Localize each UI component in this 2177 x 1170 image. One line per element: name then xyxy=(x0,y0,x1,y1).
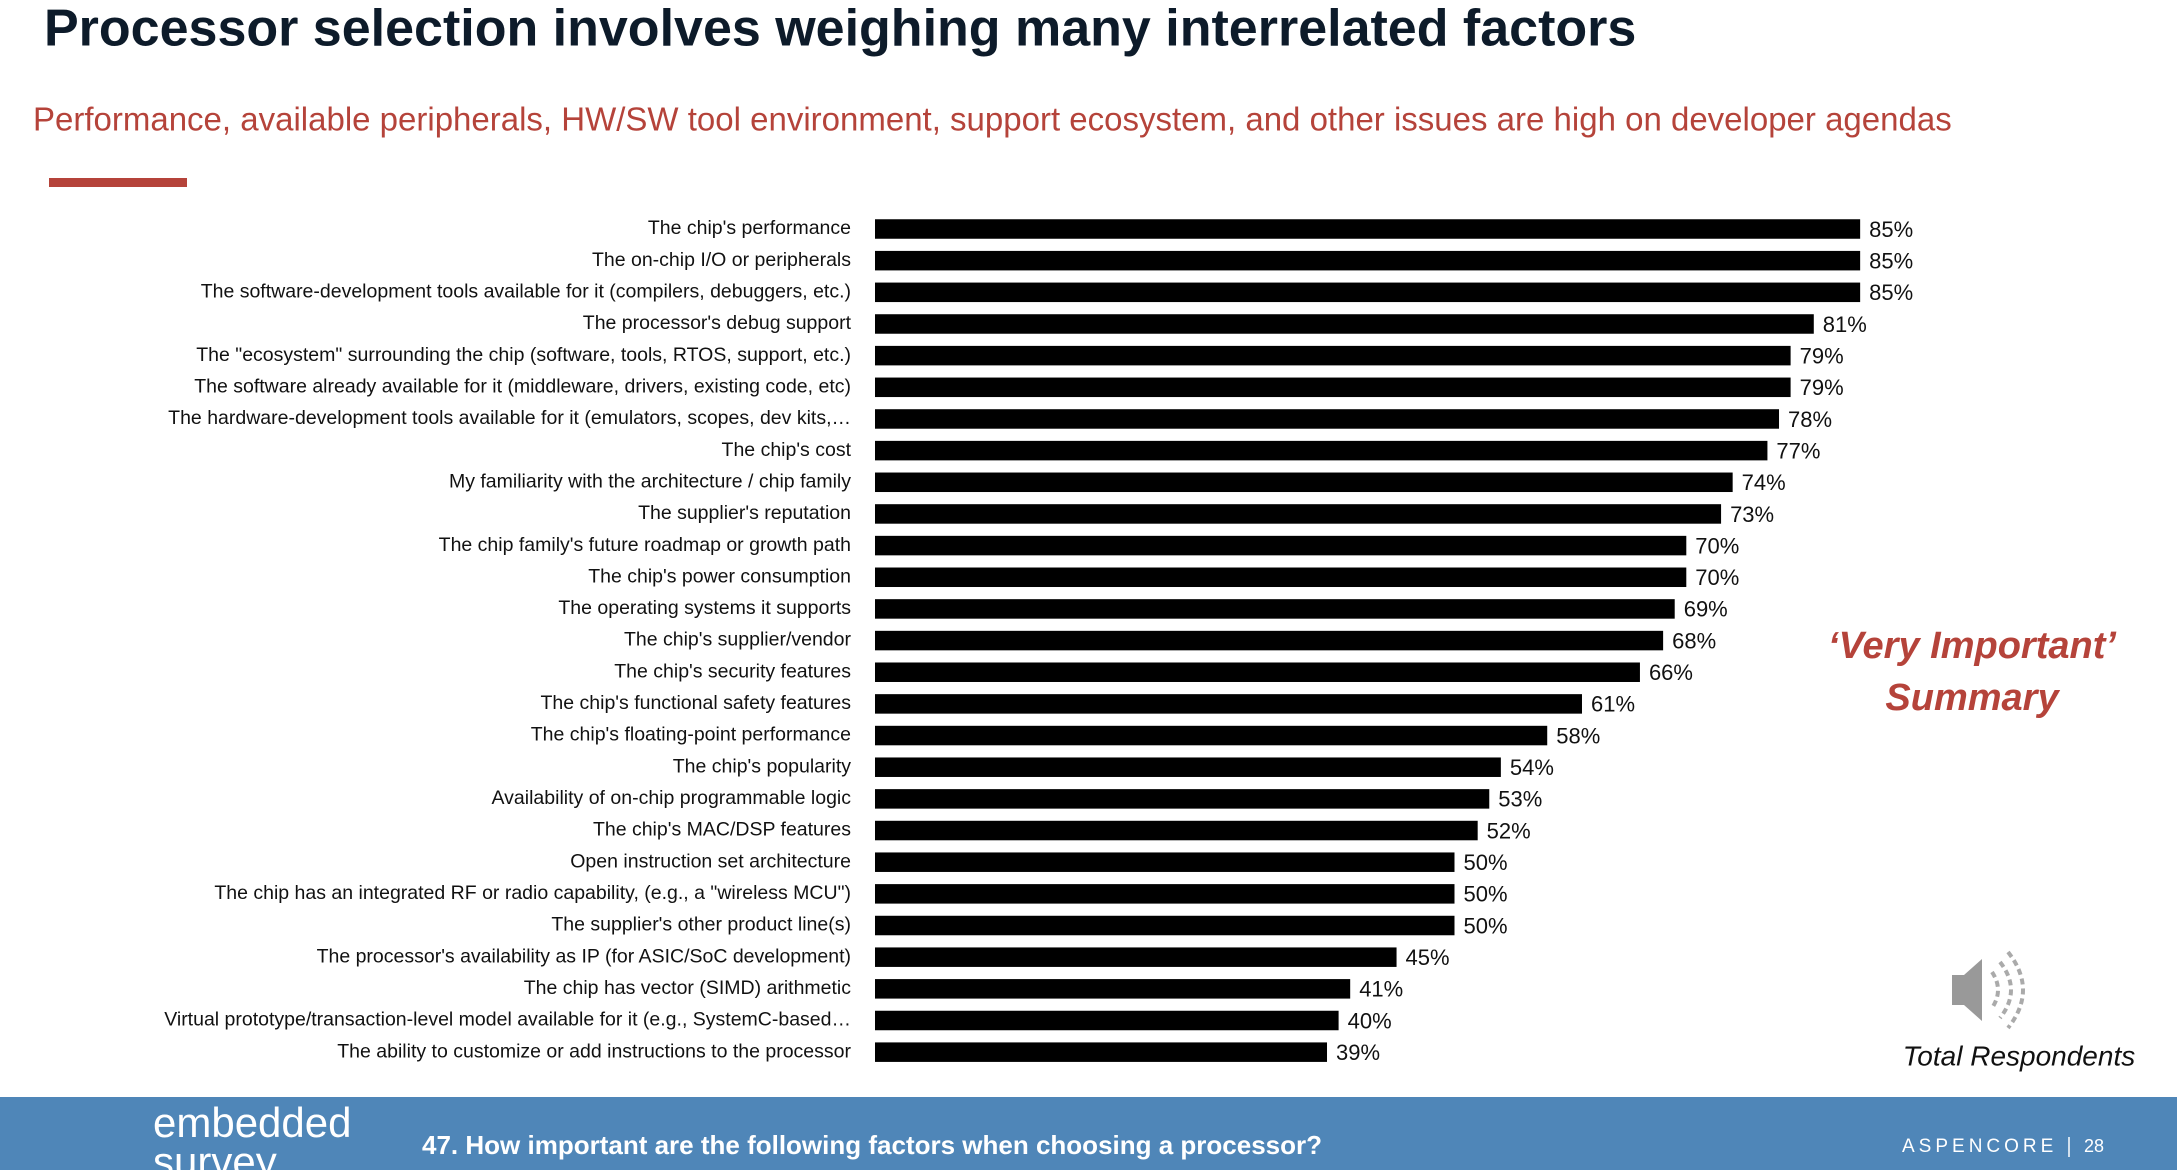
category-label: The chip family's future roadmap or grow… xyxy=(439,534,851,556)
value-label: 53% xyxy=(1498,787,1542,812)
bar xyxy=(875,820,1478,841)
accent-bar xyxy=(49,178,187,187)
category-label: The ability to customize or add instruct… xyxy=(337,1040,851,1062)
bar xyxy=(875,1010,1339,1031)
value-label: 50% xyxy=(1464,913,1508,938)
value-label: 50% xyxy=(1464,882,1508,907)
bar xyxy=(875,535,1687,556)
value-label: 41% xyxy=(1359,977,1403,1002)
category-label: Open instruction set architecture xyxy=(570,850,851,872)
value-label: 74% xyxy=(1742,470,1786,495)
value-label: 66% xyxy=(1649,660,1693,685)
category-label: The software already available for it (m… xyxy=(194,375,851,397)
category-label: The on-chip I/O or peripherals xyxy=(592,249,851,271)
value-label: 79% xyxy=(1800,375,1844,400)
annotation: Summary xyxy=(1885,677,2060,719)
category-label: The chip's performance xyxy=(648,217,851,239)
bar xyxy=(875,725,1548,746)
question: 47. How important are the following fact… xyxy=(422,1130,1322,1160)
bar xyxy=(875,915,1455,936)
value-label: 78% xyxy=(1788,407,1832,432)
value-label: 81% xyxy=(1823,312,1867,337)
bar xyxy=(875,250,1861,271)
annotation: ‘Very Important’ xyxy=(1828,625,2116,667)
category-label: My familiarity with the architecture / c… xyxy=(449,470,851,492)
value-label: 70% xyxy=(1695,533,1739,558)
category-label: The software-development tools available… xyxy=(201,280,851,302)
value-label: 52% xyxy=(1487,818,1531,843)
bar xyxy=(875,757,1501,777)
category-label: The supplier's reputation xyxy=(638,502,851,524)
logo-text: survey xyxy=(153,1138,277,1170)
value-label: 68% xyxy=(1672,628,1716,653)
page-number: 28 xyxy=(2084,1136,2104,1156)
value-label: 79% xyxy=(1800,343,1844,368)
bar xyxy=(875,472,1733,493)
value-label: 61% xyxy=(1591,692,1635,717)
bar xyxy=(875,282,1861,303)
logo-text: embedded xyxy=(153,1099,352,1146)
category-label: The hardware-development tools available… xyxy=(168,407,851,429)
bar xyxy=(875,1042,1328,1062)
category-label: The chip's MAC/DSP features xyxy=(593,819,851,841)
category-label: Availability of on-chip programmable log… xyxy=(492,787,852,809)
value-label: 39% xyxy=(1336,1040,1380,1065)
value-label: 40% xyxy=(1348,1008,1392,1033)
category-label: The chip's floating-point performance xyxy=(531,724,851,746)
bar xyxy=(875,599,1675,619)
category-label: The chip's popularity xyxy=(673,755,851,777)
value-label: 70% xyxy=(1695,565,1739,590)
brand: ASPENCORE xyxy=(1902,1136,2057,1157)
category-label: The chip has vector (SIMD) arithmetic xyxy=(524,977,852,999)
bar-chart: The chip's performance 85% The on-chip I/O… xyxy=(164,217,1913,1065)
category-label: The "ecosystem" surrounding the chip (so… xyxy=(196,344,851,366)
bar xyxy=(875,884,1455,904)
category-label: The processor's availability as IP (for … xyxy=(317,945,851,967)
category-label: The chip's functional safety features xyxy=(541,692,852,714)
category-label: The operating systems it supports xyxy=(558,597,851,619)
bar xyxy=(875,662,1640,682)
bar xyxy=(875,504,1722,524)
value-label: 85% xyxy=(1869,217,1913,242)
value-label: 85% xyxy=(1869,248,1913,273)
speaker-icon xyxy=(1952,950,2025,1030)
title: Processor selection involves weighing ma… xyxy=(44,0,1636,58)
bar xyxy=(875,789,1490,809)
annotation: Total Respondents xyxy=(1903,1040,2135,1071)
value-label: 69% xyxy=(1684,597,1728,622)
category-label: Virtual prototype/transaction-level mode… xyxy=(164,1009,851,1031)
footer-band xyxy=(0,1097,2177,1170)
value-label: 73% xyxy=(1730,502,1774,527)
category-label: The chip's supplier/vendor xyxy=(624,629,852,651)
bar xyxy=(875,377,1791,398)
value-label: 85% xyxy=(1869,280,1913,305)
category-label: The supplier's other product line(s) xyxy=(551,914,851,936)
bar xyxy=(875,567,1687,588)
bar xyxy=(875,440,1768,461)
value-label: 54% xyxy=(1510,755,1554,780)
category-label: The processor's debug support xyxy=(583,312,852,334)
value-label: 50% xyxy=(1464,850,1508,875)
bar xyxy=(875,630,1664,651)
value-label: 77% xyxy=(1776,438,1820,463)
bar xyxy=(875,345,1791,366)
category-label: The chip's cost xyxy=(722,439,852,461)
value-label: 58% xyxy=(1556,723,1600,748)
bar xyxy=(875,409,1780,429)
subtitle: Performance, available peripherals, HW/S… xyxy=(33,101,1952,138)
bar xyxy=(875,314,1814,334)
bar xyxy=(875,219,1861,239)
category-label: The chip's power consumption xyxy=(588,565,851,587)
value-label: 45% xyxy=(1406,945,1450,970)
bar xyxy=(875,852,1455,872)
category-label: The chip's security features xyxy=(614,660,851,682)
category-label: The chip has an integrated RF or radio c… xyxy=(214,882,851,904)
bar xyxy=(875,947,1397,967)
bar xyxy=(875,979,1351,999)
bar xyxy=(875,694,1582,714)
